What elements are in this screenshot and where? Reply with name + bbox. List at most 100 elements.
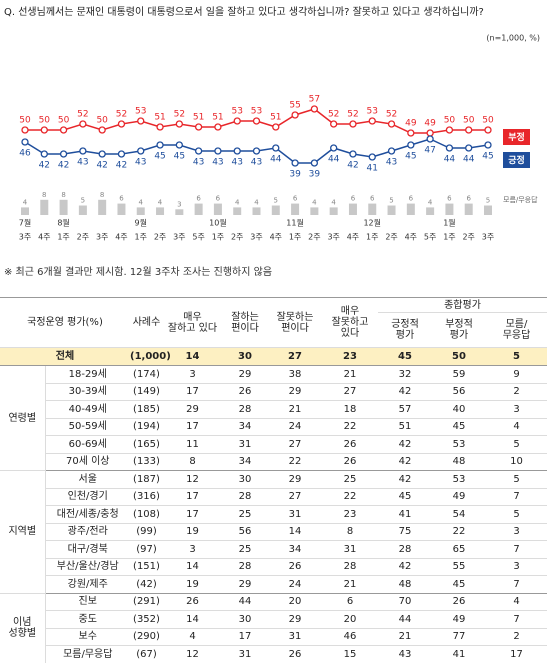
table-cell: 22	[322, 418, 378, 436]
marker	[387, 147, 396, 155]
week-label: 1주	[366, 233, 378, 242]
table-cell: 11	[163, 435, 222, 454]
marker	[156, 123, 164, 131]
marker	[117, 150, 126, 158]
table-cell: 32	[378, 365, 432, 384]
table-cell: 34	[222, 418, 268, 436]
marker	[117, 120, 126, 128]
table-cell: 21	[322, 575, 378, 594]
data-label: 50	[96, 116, 108, 126]
sample-size: (174)	[130, 365, 163, 384]
row-label: 강원/제주	[45, 575, 130, 594]
legend-label: 부정	[508, 131, 525, 143]
table-cell: 28	[378, 540, 432, 559]
table-cell: 42	[378, 435, 432, 454]
table-cell: 17	[163, 505, 222, 524]
data-label: 45	[482, 152, 493, 162]
data-label: 43	[386, 158, 397, 168]
table-cell: 45	[378, 488, 432, 506]
sample-size: (42)	[130, 575, 163, 594]
marker	[252, 117, 261, 125]
data-label: 3	[177, 200, 181, 208]
data-label: 53	[135, 107, 146, 117]
header-cell: 국정운영 평가(%)	[0, 297, 130, 348]
table-cell: 48	[378, 575, 432, 594]
bar	[117, 203, 126, 215]
table-cell: 18	[322, 400, 378, 419]
row-label: 40-49세	[45, 400, 130, 419]
marker	[137, 117, 145, 125]
data-label: 43	[193, 158, 204, 168]
table-cell: 14	[163, 558, 222, 576]
table-cell: 2	[486, 628, 547, 646]
marker	[233, 117, 241, 125]
table-cell: 56	[432, 383, 486, 401]
bar	[406, 203, 415, 215]
table-cell: 50	[432, 347, 486, 366]
sample-size: (316)	[130, 488, 163, 506]
week-label: 4주	[115, 233, 127, 242]
table-cell: 3	[163, 365, 222, 384]
data-label: 45	[154, 152, 165, 162]
marker	[291, 159, 299, 167]
table-cell: 29	[268, 383, 322, 401]
bar	[78, 205, 87, 215]
sample-size: (165)	[130, 435, 163, 454]
data-label: 45	[174, 152, 185, 162]
table-cell: 29	[268, 610, 322, 629]
month-label: 12월	[363, 218, 381, 228]
data-label: 8	[42, 191, 46, 199]
table-cell: 23	[322, 505, 378, 524]
table-cell: 25	[222, 540, 268, 559]
table-cell: 7	[486, 575, 547, 594]
row-label: 전체	[0, 347, 130, 366]
data-label: 6	[351, 195, 356, 203]
marker	[465, 126, 473, 134]
data-label: 50	[482, 116, 494, 126]
data-label: 51	[270, 113, 281, 123]
marker	[40, 126, 48, 134]
group-label: 이념 성향별	[0, 593, 46, 663]
data-label: 44	[328, 155, 340, 165]
marker	[233, 147, 241, 155]
data-label: 39	[289, 170, 301, 180]
row-label: 서울	[45, 470, 130, 489]
table-cell: 59	[432, 365, 486, 384]
data-label: 44	[444, 155, 456, 165]
week-label: 1주	[289, 233, 301, 242]
bar	[213, 203, 222, 215]
table-cell: 53	[432, 470, 486, 489]
week-label: 3주	[19, 233, 31, 242]
legend-box	[503, 129, 530, 145]
data-label: 43	[231, 158, 242, 168]
table-cell: 14	[163, 347, 222, 366]
group-label: 지역별	[0, 470, 46, 594]
week-label: 3주	[327, 233, 339, 242]
table-cell: 5	[486, 435, 547, 454]
data-label: 42	[58, 161, 69, 171]
data-label: 4	[139, 198, 144, 206]
week-label: 1주	[443, 233, 455, 242]
chart-subtitle: (n=1,000, %)	[486, 34, 540, 43]
week-label: 2주	[154, 233, 166, 242]
table-cell: 27	[268, 347, 322, 366]
chart: Q. 선생님께서는 문재인 대통령이 대통령으로서 일을 잘하고 있다고 생각하…	[4, 5, 540, 278]
month-label: 9월	[135, 218, 147, 228]
sample-size: (151)	[130, 558, 163, 576]
table-cell: 17	[163, 383, 222, 401]
data-label: 50	[39, 116, 51, 126]
table-cell: 57	[378, 400, 432, 419]
week-label: 2주	[77, 233, 89, 242]
table-cell: 44	[378, 610, 432, 629]
row-label: 30-39세	[45, 383, 130, 401]
table-cell: 28	[222, 558, 268, 576]
data-label: 55	[289, 101, 300, 111]
week-label: 1주	[135, 233, 147, 242]
marker	[310, 159, 319, 167]
data-label: 6	[447, 195, 452, 203]
table-cell: 20	[268, 593, 322, 611]
data-label: 44	[463, 155, 475, 165]
table-cell: 42	[378, 453, 432, 471]
month-label: 8월	[57, 218, 69, 228]
table: 국정운영 평가(%) 사례수 매우 잘하고 있다 잘하는 편이다 잘못하는 편이다 매우 …	[0, 297, 547, 663]
